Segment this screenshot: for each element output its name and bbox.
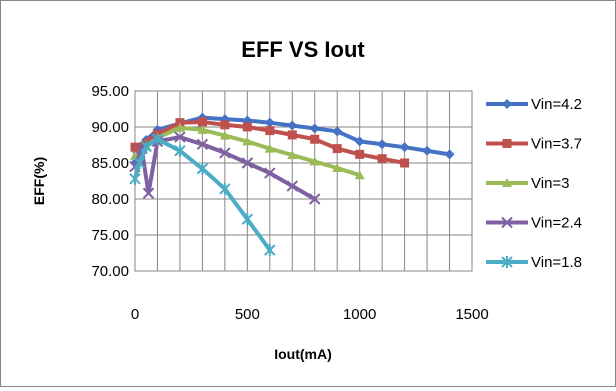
- data-point-vin-4-2: [309, 123, 320, 134]
- data-point-vin-1-8: [219, 182, 231, 195]
- legend-label: Vin=3: [531, 175, 570, 192]
- data-point-vin-4-2: [444, 149, 455, 160]
- data-point-vin-3: [197, 124, 208, 134]
- data-point-vin-2-4: [241, 157, 254, 169]
- y-tick-label: 95.00: [91, 83, 129, 100]
- data-point-vin-3-7: [400, 158, 410, 168]
- data-point-vin-3-7: [242, 122, 252, 132]
- data-point-vin-4-2: [287, 120, 298, 131]
- legend-label: Vin=4.2: [531, 96, 582, 113]
- plot-area: [134, 90, 473, 272]
- data-point-vin-1-8: [140, 140, 152, 153]
- legend-swatch-marker: [502, 99, 512, 109]
- legend-swatch-marker: [501, 256, 513, 268]
- legend: Vin=4.2 Vin=3.7 Vin=3 Vin=2.4 Vin=1.8: [486, 96, 582, 271]
- x-tick-labels: 0 500 1000 1500: [131, 306, 489, 323]
- data-point-vin-2-4: [196, 138, 209, 150]
- x-tick-label: 1000: [343, 306, 376, 323]
- data-point-vin-3: [174, 122, 185, 132]
- data-point-vin-3: [264, 143, 275, 153]
- data-point-vin-1-8: [133, 157, 146, 169]
- data-point-vin-3: [332, 163, 343, 173]
- data-point-vin-1-8: [129, 172, 141, 185]
- legend-label: Vin=1.8: [531, 254, 582, 271]
- data-point-vin-1-8: [151, 133, 164, 146]
- data-point-vin-3-7: [310, 134, 320, 144]
- data-point-vin-2-4: [286, 180, 298, 192]
- data-point-vin-2-4: [264, 167, 276, 179]
- data-point-vin-3-7: [355, 149, 365, 159]
- legend-label: Vin=2.4: [531, 215, 582, 232]
- data-point-vin-1-8: [264, 244, 276, 257]
- data-point-vin-4-2: [399, 142, 410, 153]
- data-point-vin-3-7: [265, 126, 275, 136]
- data-point-vin-3-7: [220, 120, 230, 130]
- data-point-vin-4-2: [332, 126, 343, 137]
- data-point-vin-3: [219, 130, 230, 140]
- data-point-vin-3-7: [287, 130, 297, 140]
- legend-item-vin-3-7: Vin=3.7: [486, 136, 582, 153]
- series-layer: [129, 112, 455, 257]
- y-axis-title: EFF(%): [31, 157, 47, 205]
- data-point-vin-1-8: [174, 144, 186, 157]
- legend-label: Vin=3.7: [531, 136, 582, 153]
- legend-swatch-marker: [501, 216, 513, 229]
- x-tick-label: 1500: [455, 306, 488, 323]
- legend-item-vin-2-4: Vin=2.4: [486, 215, 582, 232]
- data-point-vin-2-4: [309, 193, 321, 205]
- data-point-vin-1-8: [196, 162, 209, 175]
- legend-item-vin-3: Vin=3: [486, 175, 570, 192]
- data-point-vin-4-2: [264, 117, 275, 128]
- data-point-vin-4-2: [354, 136, 365, 147]
- y-tick-label: 75.00: [91, 227, 129, 244]
- y-tick-label: 70.00: [91, 263, 129, 280]
- data-point-vin-3-7: [377, 154, 387, 164]
- legend-item-vin-4-2: Vin=4.2: [486, 96, 582, 113]
- data-point-vin-3-7: [197, 117, 207, 127]
- x-tick-label: 0: [131, 306, 139, 323]
- data-point-vin-3: [354, 170, 365, 180]
- data-point-vin-1-8: [241, 213, 254, 226]
- y-tick-label: 85.00: [91, 155, 129, 172]
- y-tick-label: 90.00: [91, 119, 129, 136]
- data-point-vin-4-2: [422, 145, 433, 156]
- y-tick-labels: 95.00 90.00 85.00 80.00 75.00 70.00: [91, 83, 129, 280]
- data-point-vin-3: [242, 136, 253, 146]
- series-vin-1-8: [129, 133, 276, 257]
- y-tick-label: 80.00: [91, 191, 129, 208]
- data-point-vin-4-2: [377, 139, 388, 150]
- chart-title: EFF VS Iout: [241, 37, 365, 62]
- data-point-vin-3-7: [332, 144, 342, 154]
- data-point-vin-2-4: [174, 131, 186, 143]
- legend-item-vin-1-8: Vin=1.8: [486, 254, 582, 271]
- data-point-vin-3: [309, 156, 320, 166]
- x-axis-title: Iout(mA): [274, 346, 332, 362]
- data-point-vin-3-7: [175, 118, 185, 128]
- x-tick-label: 500: [235, 306, 260, 323]
- data-point-vin-3-7: [130, 142, 140, 152]
- data-point-vin-3: [287, 150, 298, 160]
- data-point-vin-2-4: [142, 187, 155, 199]
- legend-swatch-marker: [502, 139, 512, 148]
- legend-swatch-marker: [502, 178, 512, 187]
- data-point-vin-2-4: [219, 147, 231, 159]
